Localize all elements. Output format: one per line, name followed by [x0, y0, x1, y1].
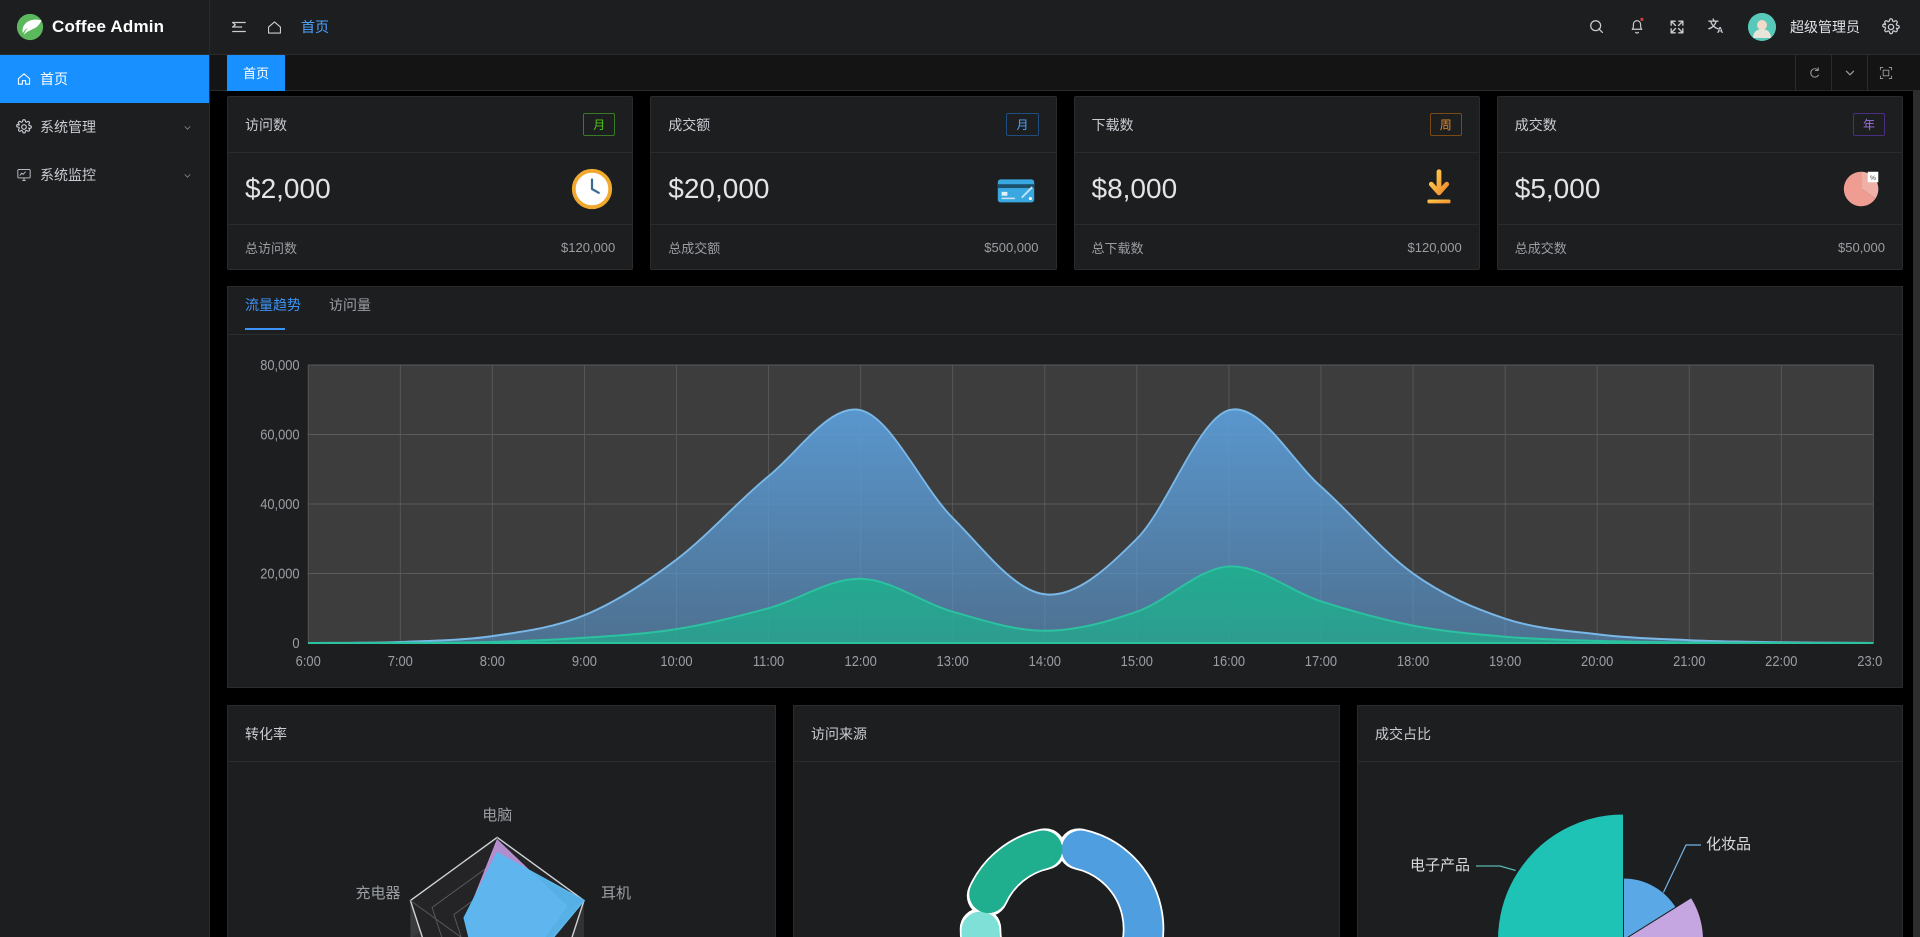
svg-text:耳机: 耳机 — [601, 885, 631, 902]
svg-text:14:00: 14:00 — [1029, 652, 1061, 669]
svg-text:12:00: 12:00 — [845, 652, 877, 669]
svg-text:%: % — [1870, 174, 1876, 181]
svg-text:0: 0 — [292, 634, 299, 651]
svg-text:电脑: 电脑 — [482, 807, 512, 824]
svg-text:17:00: 17:00 — [1305, 652, 1337, 669]
svg-text:11:00: 11:00 — [753, 652, 784, 669]
svg-text:7:00: 7:00 — [388, 652, 413, 669]
svg-text:19:00: 19:00 — [1489, 652, 1521, 669]
svg-text:22:00: 22:00 — [1765, 652, 1797, 669]
svg-text:16:00: 16:00 — [1213, 652, 1245, 669]
svg-text:18:00: 18:00 — [1397, 652, 1429, 669]
svg-text:20,000: 20,000 — [260, 565, 300, 582]
svg-text:10:00: 10:00 — [660, 652, 692, 669]
svg-text:15:00: 15:00 — [1121, 652, 1153, 669]
svg-text:21:00: 21:00 — [1673, 652, 1705, 669]
svg-text:13:00: 13:00 — [937, 652, 969, 669]
svg-text:6:00: 6:00 — [296, 652, 321, 669]
svg-text:40,000: 40,000 — [260, 495, 300, 512]
svg-text:9:00: 9:00 — [572, 652, 597, 669]
svg-text:23:00: 23:00 — [1857, 652, 1882, 669]
svg-text:电子产品: 电子产品 — [1410, 857, 1470, 874]
svg-text:80,000: 80,000 — [260, 356, 300, 373]
svg-text:8:00: 8:00 — [480, 652, 505, 669]
svg-text:化妆品: 化妆品 — [1706, 836, 1751, 853]
svg-text:充电器: 充电器 — [355, 885, 400, 902]
svg-text:A: A — [1717, 25, 1723, 35]
svg-text:60,000: 60,000 — [260, 426, 300, 443]
svg-text:20:00: 20:00 — [1581, 652, 1613, 669]
